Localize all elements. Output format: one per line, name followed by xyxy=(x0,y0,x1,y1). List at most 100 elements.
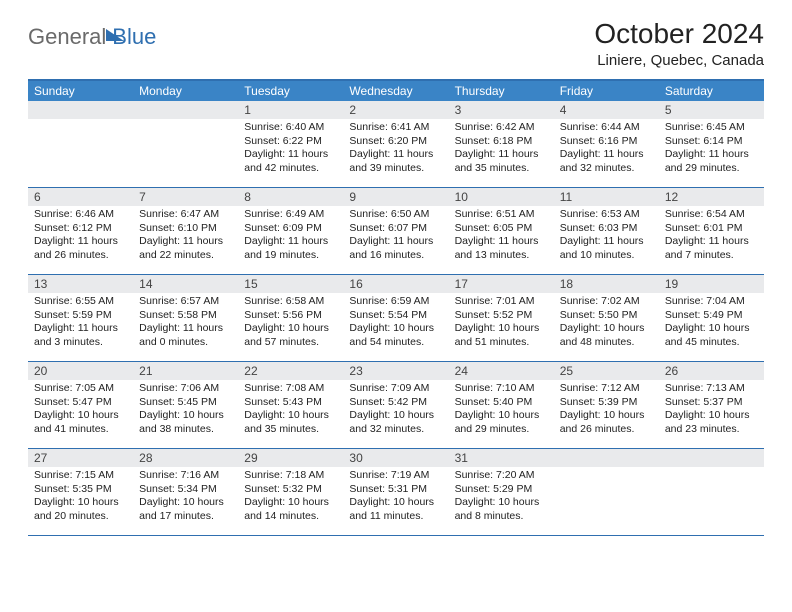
day-details: Sunrise: 7:08 AMSunset: 5:43 PMDaylight:… xyxy=(238,380,343,443)
day-details: Sunrise: 7:19 AMSunset: 5:31 PMDaylight:… xyxy=(343,467,448,530)
day-details: Sunrise: 7:16 AMSunset: 5:34 PMDaylight:… xyxy=(133,467,238,530)
day-ss: Sunset: 5:42 PM xyxy=(349,396,442,410)
day-cell: 9Sunrise: 6:50 AMSunset: 6:07 PMDaylight… xyxy=(343,188,448,274)
day-cell: 8Sunrise: 6:49 AMSunset: 6:09 PMDaylight… xyxy=(238,188,343,274)
day-ss: Sunset: 5:37 PM xyxy=(665,396,758,410)
day-cell: 22Sunrise: 7:08 AMSunset: 5:43 PMDayligh… xyxy=(238,362,343,448)
day-d2: and 26 minutes. xyxy=(34,249,127,263)
day-details: Sunrise: 6:42 AMSunset: 6:18 PMDaylight:… xyxy=(449,119,554,182)
day-ss: Sunset: 6:07 PM xyxy=(349,222,442,236)
day-ss: Sunset: 6:05 PM xyxy=(455,222,548,236)
day-d2: and 45 minutes. xyxy=(665,336,758,350)
day-number: 3 xyxy=(449,101,554,119)
day-d2: and 8 minutes. xyxy=(455,510,548,524)
day-number: 21 xyxy=(133,362,238,380)
day-d2: and 48 minutes. xyxy=(560,336,653,350)
day-d2: and 32 minutes. xyxy=(349,423,442,437)
week-row: 20Sunrise: 7:05 AMSunset: 5:47 PMDayligh… xyxy=(28,362,764,449)
day-ss: Sunset: 5:59 PM xyxy=(34,309,127,323)
day-number: 18 xyxy=(554,275,659,293)
day-ss: Sunset: 6:12 PM xyxy=(34,222,127,236)
day-cell: 12Sunrise: 6:54 AMSunset: 6:01 PMDayligh… xyxy=(659,188,764,274)
day-sr: Sunrise: 7:13 AM xyxy=(665,382,758,396)
day-details: Sunrise: 7:10 AMSunset: 5:40 PMDaylight:… xyxy=(449,380,554,443)
logo: General Blue xyxy=(28,18,156,50)
day-d2: and 41 minutes. xyxy=(34,423,127,437)
day-d1: Daylight: 10 hours xyxy=(349,322,442,336)
day-sr: Sunrise: 6:51 AM xyxy=(455,208,548,222)
day-ss: Sunset: 6:01 PM xyxy=(665,222,758,236)
day-sr: Sunrise: 7:15 AM xyxy=(34,469,127,483)
week-row: 27Sunrise: 7:15 AMSunset: 5:35 PMDayligh… xyxy=(28,449,764,536)
day-ss: Sunset: 5:31 PM xyxy=(349,483,442,497)
day-cell xyxy=(554,449,659,535)
day-d1: Daylight: 11 hours xyxy=(244,148,337,162)
day-d1: Daylight: 10 hours xyxy=(349,409,442,423)
day-ss: Sunset: 6:18 PM xyxy=(455,135,548,149)
day-d1: Daylight: 10 hours xyxy=(139,409,232,423)
day-details: Sunrise: 6:40 AMSunset: 6:22 PMDaylight:… xyxy=(238,119,343,182)
day-d1: Daylight: 11 hours xyxy=(455,148,548,162)
day-d1: Daylight: 10 hours xyxy=(560,322,653,336)
day-sr: Sunrise: 6:54 AM xyxy=(665,208,758,222)
weeks-container: 1Sunrise: 6:40 AMSunset: 6:22 PMDaylight… xyxy=(28,101,764,536)
day-ss: Sunset: 5:43 PM xyxy=(244,396,337,410)
day-cell: 2Sunrise: 6:41 AMSunset: 6:20 PMDaylight… xyxy=(343,101,448,187)
day-cell: 19Sunrise: 7:04 AMSunset: 5:49 PMDayligh… xyxy=(659,275,764,361)
day-cell: 11Sunrise: 6:53 AMSunset: 6:03 PMDayligh… xyxy=(554,188,659,274)
dow-monday: Monday xyxy=(133,81,238,101)
day-d1: Daylight: 10 hours xyxy=(455,322,548,336)
day-cell xyxy=(28,101,133,187)
location: Liniere, Quebec, Canada xyxy=(594,52,764,69)
day-ss: Sunset: 6:16 PM xyxy=(560,135,653,149)
day-number: 8 xyxy=(238,188,343,206)
day-number: 11 xyxy=(554,188,659,206)
day-number: 5 xyxy=(659,101,764,119)
title-block: October 2024 Liniere, Quebec, Canada xyxy=(594,18,764,69)
day-number: 2 xyxy=(343,101,448,119)
day-sr: Sunrise: 7:19 AM xyxy=(349,469,442,483)
day-cell: 10Sunrise: 6:51 AMSunset: 6:05 PMDayligh… xyxy=(449,188,554,274)
day-number: 28 xyxy=(133,449,238,467)
day-sr: Sunrise: 6:53 AM xyxy=(560,208,653,222)
day-ss: Sunset: 6:10 PM xyxy=(139,222,232,236)
day-cell: 6Sunrise: 6:46 AMSunset: 6:12 PMDaylight… xyxy=(28,188,133,274)
day-details: Sunrise: 6:50 AMSunset: 6:07 PMDaylight:… xyxy=(343,206,448,269)
day-d1: Daylight: 11 hours xyxy=(34,322,127,336)
day-d1: Daylight: 11 hours xyxy=(560,235,653,249)
day-ss: Sunset: 5:45 PM xyxy=(139,396,232,410)
day-cell: 24Sunrise: 7:10 AMSunset: 5:40 PMDayligh… xyxy=(449,362,554,448)
day-d1: Daylight: 11 hours xyxy=(665,148,758,162)
day-details: Sunrise: 7:06 AMSunset: 5:45 PMDaylight:… xyxy=(133,380,238,443)
day-details: Sunrise: 7:02 AMSunset: 5:50 PMDaylight:… xyxy=(554,293,659,356)
day-cell: 7Sunrise: 6:47 AMSunset: 6:10 PMDaylight… xyxy=(133,188,238,274)
dow-row: Sunday Monday Tuesday Wednesday Thursday… xyxy=(28,81,764,101)
day-details: Sunrise: 6:44 AMSunset: 6:16 PMDaylight:… xyxy=(554,119,659,182)
day-d2: and 35 minutes. xyxy=(455,162,548,176)
day-number: 17 xyxy=(449,275,554,293)
day-sr: Sunrise: 6:49 AM xyxy=(244,208,337,222)
day-ss: Sunset: 5:29 PM xyxy=(455,483,548,497)
day-number: 1 xyxy=(238,101,343,119)
day-details: Sunrise: 6:45 AMSunset: 6:14 PMDaylight:… xyxy=(659,119,764,182)
day-d1: Daylight: 11 hours xyxy=(139,235,232,249)
day-details: Sunrise: 6:41 AMSunset: 6:20 PMDaylight:… xyxy=(343,119,448,182)
day-number: 14 xyxy=(133,275,238,293)
day-number: 12 xyxy=(659,188,764,206)
day-ss: Sunset: 5:35 PM xyxy=(34,483,127,497)
day-d2: and 19 minutes. xyxy=(244,249,337,263)
day-cell xyxy=(133,101,238,187)
day-sr: Sunrise: 7:16 AM xyxy=(139,469,232,483)
day-d1: Daylight: 10 hours xyxy=(34,409,127,423)
day-details: Sunrise: 7:20 AMSunset: 5:29 PMDaylight:… xyxy=(449,467,554,530)
day-number: 26 xyxy=(659,362,764,380)
day-number: 30 xyxy=(343,449,448,467)
day-number: 19 xyxy=(659,275,764,293)
day-number: 13 xyxy=(28,275,133,293)
day-d2: and 42 minutes. xyxy=(244,162,337,176)
day-details: Sunrise: 6:58 AMSunset: 5:56 PMDaylight:… xyxy=(238,293,343,356)
day-sr: Sunrise: 7:08 AM xyxy=(244,382,337,396)
day-number: 22 xyxy=(238,362,343,380)
day-number: 9 xyxy=(343,188,448,206)
day-sr: Sunrise: 7:09 AM xyxy=(349,382,442,396)
